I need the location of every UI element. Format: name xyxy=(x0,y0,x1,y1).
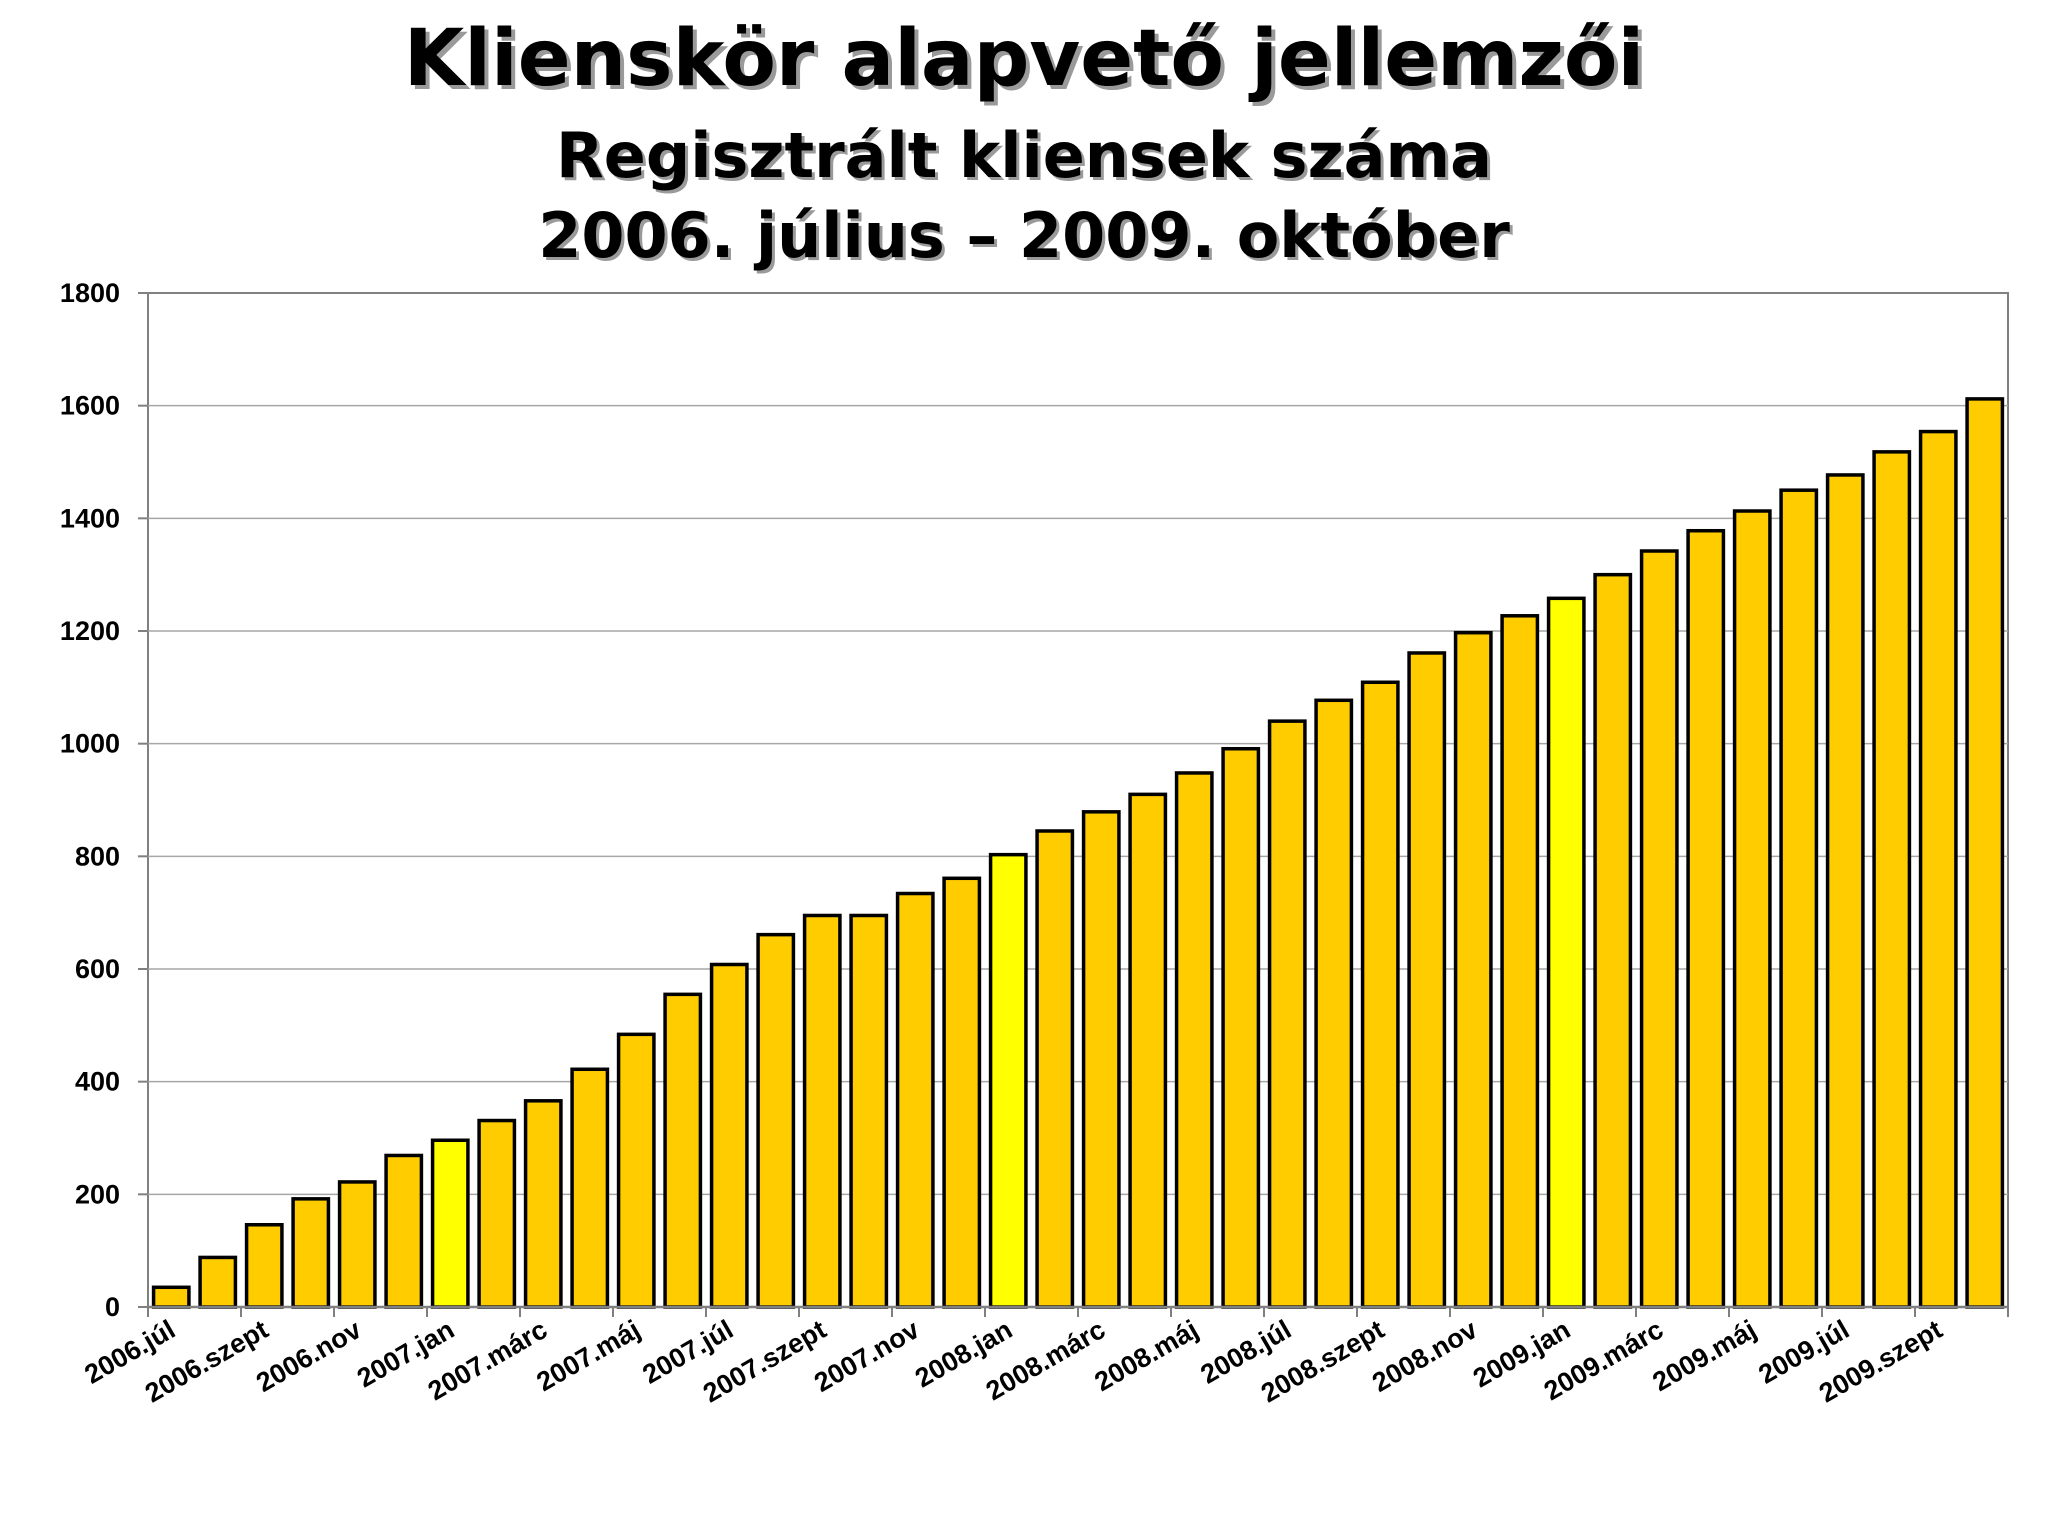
bar xyxy=(616,1032,656,1309)
bar xyxy=(151,1285,191,1309)
bar xyxy=(709,962,749,1309)
title-block: Klienskör alapvető jellemzői Regisztrált… xyxy=(0,0,2048,276)
bar xyxy=(663,992,703,1309)
bar xyxy=(1686,528,1726,1309)
y-tick-label: 800 xyxy=(75,841,120,871)
chart-subtitle-line-1: Regisztrált kliensek száma xyxy=(556,119,1492,192)
bar xyxy=(291,1197,331,1309)
bar xyxy=(523,1099,563,1309)
x-tick-label: 2007.nov xyxy=(809,1314,924,1398)
bar xyxy=(1779,488,1819,1309)
bar xyxy=(1360,680,1400,1309)
bar xyxy=(1407,651,1447,1309)
bar xyxy=(1500,614,1540,1309)
bar xyxy=(1546,596,1586,1309)
bar xyxy=(895,891,935,1309)
x-tick-label: 2008.máj xyxy=(1089,1314,1203,1397)
y-tick-label: 1400 xyxy=(60,503,120,533)
y-tick-label: 1000 xyxy=(60,729,120,759)
bar xyxy=(1732,509,1772,1309)
bar xyxy=(1453,630,1493,1309)
bar xyxy=(1639,549,1679,1309)
bar xyxy=(570,1067,610,1309)
bar xyxy=(1593,572,1633,1309)
bar xyxy=(1221,746,1261,1309)
bar xyxy=(1174,771,1214,1309)
bar xyxy=(802,913,842,1309)
bar xyxy=(1314,698,1354,1309)
bar xyxy=(1918,429,1958,1309)
bar xyxy=(1035,829,1075,1309)
bar xyxy=(849,913,889,1309)
plot-area xyxy=(147,292,2009,1308)
y-tick-label: 1200 xyxy=(60,616,120,646)
bar xyxy=(942,876,982,1309)
x-tick-label: 2006.nov xyxy=(251,1314,366,1398)
bar xyxy=(756,932,796,1309)
y-tick-label: 0 xyxy=(105,1292,120,1322)
bar xyxy=(198,1255,238,1309)
bar xyxy=(1965,397,2005,1309)
y-tick-label: 600 xyxy=(75,954,120,984)
y-tick-label: 200 xyxy=(75,1179,120,1209)
bar xyxy=(430,1138,470,1309)
bar xyxy=(244,1223,284,1309)
bar xyxy=(1825,473,1865,1309)
y-tick-label: 1600 xyxy=(60,391,120,421)
bar xyxy=(1081,810,1121,1309)
x-tick-label: 2008.nov xyxy=(1367,1314,1482,1398)
chart-title: Klienskör alapvető jellemzői xyxy=(403,14,1645,104)
y-tick-label: 1800 xyxy=(60,278,120,308)
bar xyxy=(384,1153,424,1309)
bar xyxy=(1872,450,1912,1309)
bar xyxy=(337,1180,377,1309)
bar xyxy=(477,1118,517,1309)
chart-subtitle-line-2: 2006. július – 2009. október xyxy=(538,199,1510,272)
bar xyxy=(988,852,1028,1309)
bar xyxy=(1267,719,1307,1309)
x-tick-label: 2007.máj xyxy=(531,1314,645,1397)
y-tick-label: 400 xyxy=(75,1067,120,1097)
bar xyxy=(1128,792,1168,1309)
x-tick-label: 2009.máj xyxy=(1647,1314,1761,1397)
